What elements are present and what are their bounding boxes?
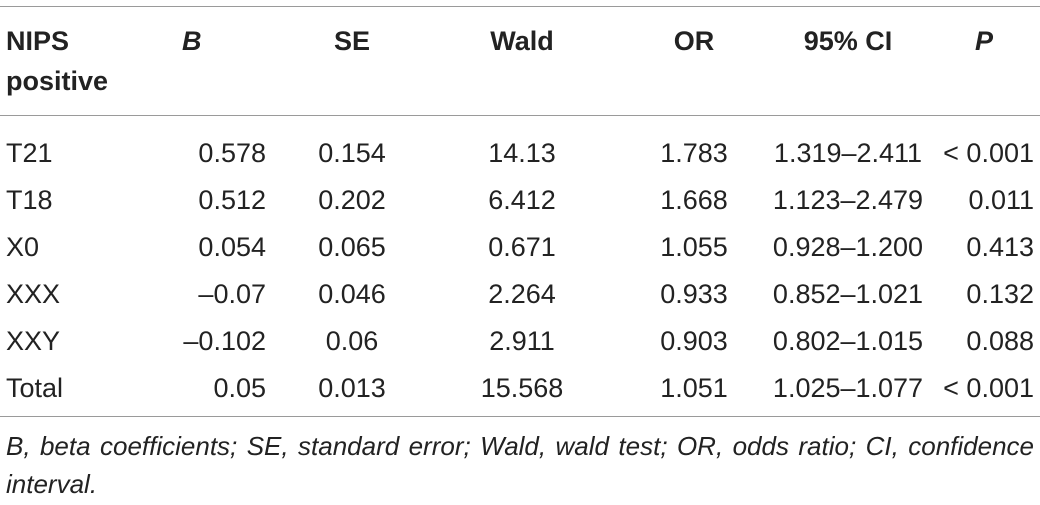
row-p: 0.132 (966, 279, 1034, 309)
table-footnote: B, beta coefficients; SE, standard error… (6, 431, 1034, 499)
table-bottom-rule (0, 416, 1040, 417)
row-p: < 0.001 (943, 138, 1034, 168)
row-b: 0.578 (198, 138, 266, 168)
row-p: 0.088 (966, 326, 1034, 356)
row-se: 0.202 (318, 185, 386, 215)
header-nips-line2: positive (6, 66, 109, 96)
table-row: XXX –0.07 0.046 2.264 0.933 0.852–1.021 … (0, 271, 1040, 318)
header-or: OR (673, 26, 715, 56)
header-nips-positive: NIPS positive (0, 7, 168, 115)
row-b: –0.07 (198, 279, 266, 309)
row-or: 0.903 (660, 326, 728, 356)
row-p: 0.413 (966, 232, 1034, 262)
row-wald: 2.264 (488, 279, 556, 309)
row-ci: 0.852–1.021 (772, 279, 924, 309)
table-row: X0 0.054 0.065 0.671 1.055 0.928–1.200 0… (0, 224, 1040, 271)
row-name: T21 (6, 138, 53, 168)
row-se: 0.065 (318, 232, 386, 262)
row-b: 0.054 (198, 232, 266, 262)
table-top-rule (0, 6, 1040, 7)
header-se: SE (333, 26, 371, 56)
header-wald: Wald (490, 26, 554, 56)
row-se: 0.013 (318, 373, 386, 403)
row-b: 0.05 (213, 373, 266, 403)
table-header-rule (0, 115, 1040, 116)
header-ci: 95% CI (803, 26, 893, 56)
regression-table: NIPS positive B SE Wald OR 95% CI P T21 … (0, 7, 1040, 416)
row-or: 1.783 (660, 138, 728, 168)
row-name: XXY (6, 326, 61, 356)
row-or: 1.055 (660, 232, 728, 262)
row-p: < 0.001 (943, 373, 1034, 403)
row-wald: 6.412 (488, 185, 556, 215)
header-nips-line1: NIPS (6, 26, 70, 56)
row-ci: 0.928–1.200 (772, 232, 924, 262)
row-or: 1.051 (660, 373, 728, 403)
row-se: 0.154 (318, 138, 386, 168)
row-wald: 2.911 (489, 326, 555, 356)
row-p: 0.011 (968, 185, 1034, 215)
row-ci: 0.802–1.015 (772, 326, 924, 356)
table-row: XXY –0.102 0.06 2.911 0.903 0.802–1.015 … (0, 318, 1040, 365)
row-ci: 1.025–1.077 (772, 373, 924, 403)
regression-table-container: NIPS positive B SE Wald OR 95% CI P T21 … (0, 6, 1040, 503)
row-name: XXX (6, 279, 61, 309)
row-or: 1.668 (660, 185, 728, 215)
row-or: 0.933 (660, 279, 728, 309)
row-name: T18 (6, 185, 53, 215)
row-name: X0 (6, 232, 40, 262)
row-se: 0.06 (325, 326, 379, 356)
row-b: 0.512 (198, 185, 266, 215)
header-p: P (974, 26, 993, 56)
table-row: T21 0.578 0.154 14.13 1.783 1.319–2.411 … (0, 116, 1040, 177)
table-row: T18 0.512 0.202 6.412 1.668 1.123–2.479 … (0, 177, 1040, 224)
header-b: B (182, 26, 202, 56)
row-b: –0.102 (183, 326, 266, 356)
row-se: 0.046 (318, 279, 386, 309)
row-wald: 14.13 (488, 138, 556, 168)
row-name: Total (6, 373, 64, 403)
table-row: Total 0.05 0.013 15.568 1.051 1.025–1.07… (0, 365, 1040, 416)
row-ci: 1.319–2.411 (773, 138, 923, 168)
row-wald: 15.568 (480, 373, 564, 403)
row-wald: 0.671 (488, 232, 556, 262)
row-ci: 1.123–2.479 (772, 185, 924, 215)
table-header-row: NIPS positive B SE Wald OR 95% CI P (0, 7, 1040, 115)
